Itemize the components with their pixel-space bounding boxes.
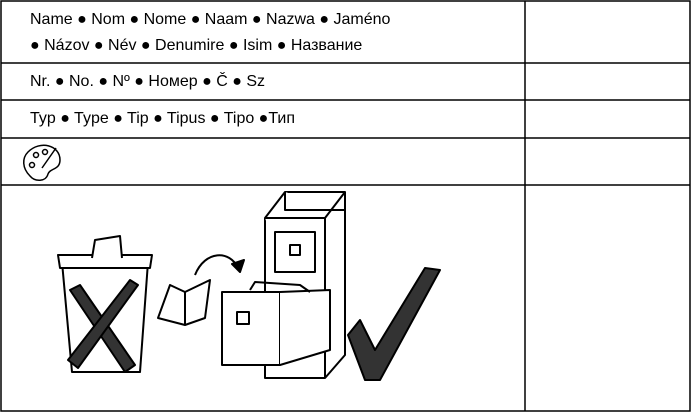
name-label: Name ● Nom ● Nome ● Naam ● Nazwa ● Jamén… <box>30 11 391 28</box>
palette-icon <box>23 144 61 181</box>
name-label: ● Názov ● Név ● Denumire ● Isim ● Назван… <box>30 37 362 54</box>
type-label: Typ ● Type ● Tip ● Tipus ● Tipo ●Тип <box>30 110 295 127</box>
illustration <box>57 191 441 381</box>
number-label: Nr. ● No. ● Nº ● Номер ● Č ● Sz <box>30 71 265 90</box>
